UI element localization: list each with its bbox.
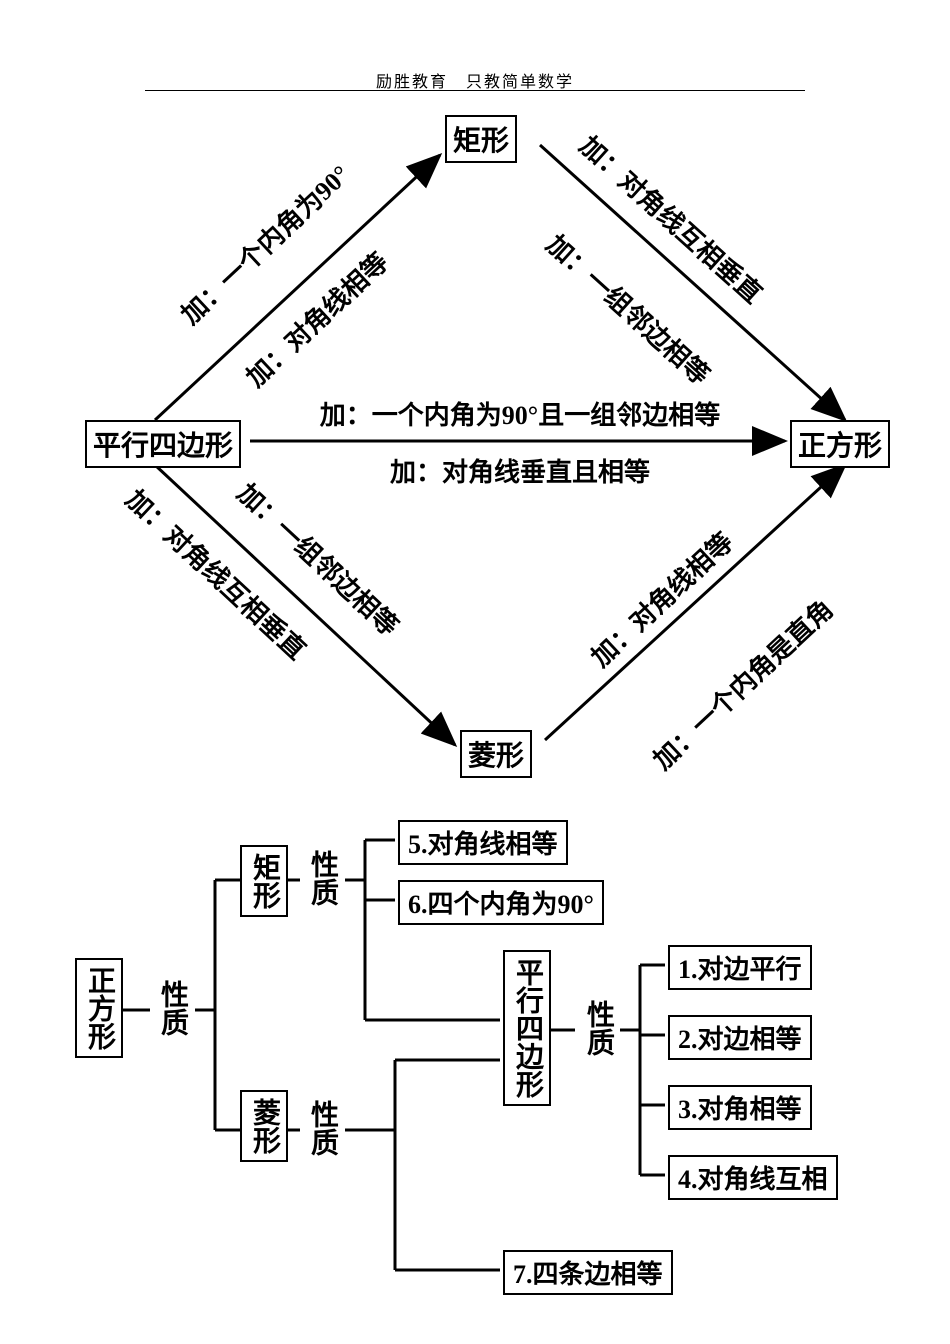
prop-5: 5.对角线相等: [398, 820, 568, 865]
tree-rect-label: 性质: [302, 850, 342, 906]
tree-rect: 矩形: [240, 845, 288, 917]
tree-root-square: 正方形: [75, 958, 123, 1058]
prop-6: 6.四个内角为90°: [398, 880, 604, 925]
prop-2: 2.对边相等: [668, 1015, 812, 1060]
prop-3: 3.对角相等: [668, 1085, 812, 1130]
tree-root-label: 性质: [152, 980, 192, 1036]
prop-1: 1.对边平行: [668, 945, 812, 990]
tree-rhom: 菱形: [240, 1090, 288, 1162]
prop-4: 4.对角线互相: [668, 1155, 838, 1200]
tree-rhom-label: 性质: [302, 1100, 342, 1156]
prop-7: 7.四条边相等: [503, 1250, 673, 1295]
tree-para: 平行四边形: [503, 950, 551, 1106]
diagram2-lines: [0, 0, 950, 1344]
tree-para-label: 性质: [578, 1000, 618, 1056]
